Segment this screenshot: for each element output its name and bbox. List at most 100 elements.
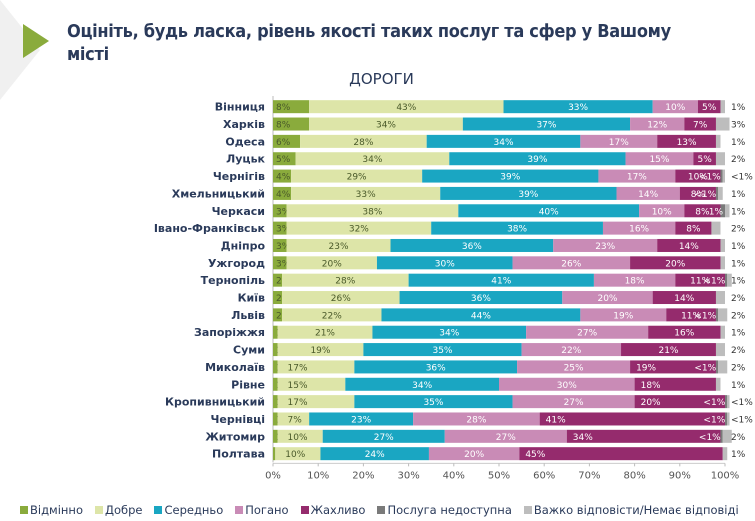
chart-legend: Відмінно Добре Середньо Погано Жахливо Послуг… [20, 503, 751, 517]
bar-segment [286, 221, 432, 235]
bar-data-label: 39% [527, 155, 547, 165]
category-label: Дніпро [221, 239, 266, 252]
bar-data-label: 14% [638, 190, 658, 200]
bar-data-label: 26% [561, 259, 581, 269]
bar-data-label: 10% [288, 433, 308, 443]
bar-segment [273, 186, 292, 200]
bar-segment [273, 291, 283, 305]
bar-data-label: 32% [349, 225, 369, 235]
legend-label: Важко відповісти/Немає відповіді [533, 503, 739, 517]
legend-item: Добре [94, 503, 142, 517]
bar-segment [291, 169, 423, 183]
bar-segment [580, 134, 658, 148]
bar-segment [553, 238, 658, 252]
bar-segment [526, 325, 649, 339]
outside-data-label: 1% [731, 190, 746, 200]
legend-item: Послуга недоступна [377, 503, 512, 517]
bar-data-label: 17% [609, 138, 629, 148]
bar-data-label: 16% [629, 225, 649, 235]
bar-data-label: 7% [288, 415, 303, 425]
bar-data-label: 23% [595, 242, 615, 252]
outside-data-label: 2% [731, 363, 746, 373]
bar-data-label: 15% [288, 381, 308, 391]
legend-label: Середньо [164, 503, 224, 517]
bar-segment [277, 377, 346, 391]
bar-data-label: 38% [507, 225, 527, 235]
x-tick-label: 20% [352, 470, 374, 481]
bar-segment [580, 308, 667, 322]
bar-segment [275, 447, 321, 461]
bar-data-label: 1% [709, 207, 724, 217]
bar-segment [718, 360, 728, 374]
bar-segment [715, 134, 721, 148]
bar-data-label: 28% [466, 415, 486, 425]
outside-data-label: 1% [731, 450, 746, 460]
bar-segment [273, 256, 287, 270]
x-tick-label: 60% [533, 470, 555, 481]
x-tick-label: 10% [307, 470, 329, 481]
bar-segment [722, 169, 725, 183]
bar-segment [273, 100, 310, 114]
x-tick-label: 100% [711, 470, 740, 481]
bar-data-label: 35% [423, 398, 443, 408]
x-tick-label: 50% [488, 470, 510, 481]
bar-data-label: <1% [703, 277, 725, 287]
bar-segment [666, 308, 716, 322]
bar-data-label: 14% [679, 242, 699, 252]
bar-segment [286, 238, 391, 252]
bar-segment [282, 308, 382, 322]
bar-data-label: 10% [652, 207, 672, 217]
bar-segment [345, 377, 499, 391]
bar-segment [675, 273, 725, 287]
bar-data-label: 34% [362, 155, 382, 165]
bar-data-label: 5% [702, 103, 717, 113]
bar-segment [273, 134, 301, 148]
bar-segment [273, 169, 292, 183]
bar-data-label: 10% [285, 450, 305, 460]
bar-segment [720, 256, 725, 270]
bar-data-label: 26% [331, 294, 351, 304]
bar-data-label: 8% [276, 103, 291, 113]
bar-segment [273, 221, 287, 235]
bar-segment [657, 238, 721, 252]
bar-data-label: 30% [557, 381, 577, 391]
bar-data-label: 28% [335, 277, 355, 287]
bar-segment [693, 152, 716, 166]
bar-data-label: 24% [365, 450, 385, 460]
bar-segment [273, 395, 278, 409]
bar-segment [539, 412, 725, 426]
bar-segment [309, 117, 463, 131]
bar-segment [720, 238, 725, 252]
legend-swatch [154, 505, 163, 514]
outside-data-label: 1% [731, 259, 746, 269]
bar-data-label: 34% [494, 138, 514, 148]
bar-data-label: 33% [356, 190, 376, 200]
category-label: Харків [223, 118, 265, 131]
bar-segment [725, 273, 728, 287]
bar-data-label: 27% [564, 398, 584, 408]
category-label: Чернівці [211, 413, 265, 426]
legend-swatch [20, 505, 28, 514]
bar-data-label: 20% [665, 259, 685, 269]
bar-segment [291, 186, 441, 200]
bar-segment [715, 117, 730, 131]
category-label: Київ [238, 292, 265, 305]
category-label: Рівне [231, 378, 265, 391]
bar-data-label: <1% [703, 398, 725, 408]
bar-segment [720, 204, 725, 218]
bar-segment [657, 134, 716, 148]
bar-data-label: 8% [276, 121, 291, 131]
bar-segment [273, 429, 278, 443]
outside-data-label: 1% [731, 329, 746, 339]
outside-data-label: 2% [731, 155, 746, 165]
bar-data-label: 18% [625, 277, 645, 287]
bar-segment [675, 169, 721, 183]
bar-data-label: 17% [288, 363, 308, 373]
bar-segment [519, 447, 723, 461]
bar-data-label: 33% [568, 103, 588, 113]
bar-segment [602, 221, 676, 235]
bar-segment [722, 447, 728, 461]
bar-segment [715, 152, 725, 166]
bar-segment [512, 256, 631, 270]
bar-segment [273, 117, 310, 131]
